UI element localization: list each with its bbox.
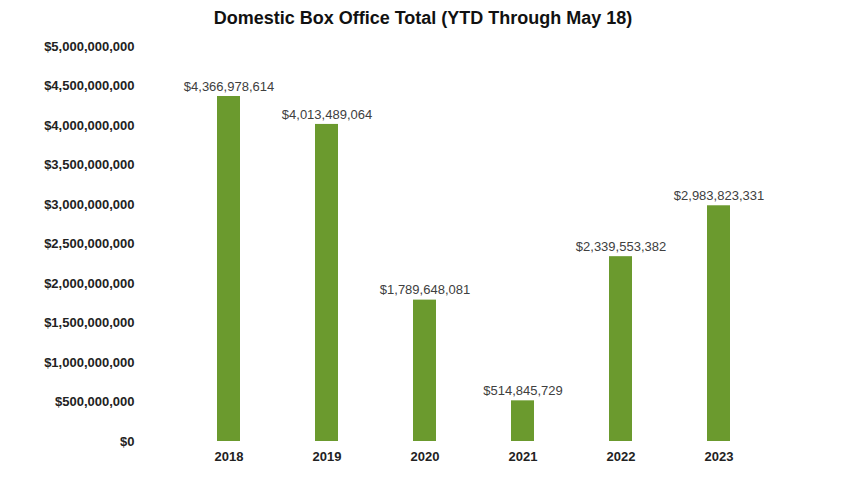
svg-text:$1,500,000,000: $1,500,000,000 (44, 315, 134, 330)
svg-text:$2,500,000,000: $2,500,000,000 (44, 236, 134, 251)
svg-text:$1,789,648,081: $1,789,648,081 (380, 282, 470, 297)
svg-text:$2,983,823,331: $2,983,823,331 (674, 188, 764, 203)
svg-text:2019: 2019 (313, 449, 342, 464)
svg-text:$3,500,000,000: $3,500,000,000 (44, 157, 134, 172)
svg-text:$4,000,000,000: $4,000,000,000 (44, 118, 134, 133)
svg-text:2021: 2021 (509, 449, 538, 464)
svg-text:$5,000,000,000: $5,000,000,000 (44, 39, 134, 54)
svg-text:$4,013,489,064: $4,013,489,064 (282, 107, 372, 122)
svg-text:$2,339,553,382: $2,339,553,382 (576, 239, 666, 254)
svg-text:$4,500,000,000: $4,500,000,000 (44, 78, 134, 93)
svg-text:2020: 2020 (411, 449, 440, 464)
svg-text:$3,000,000,000: $3,000,000,000 (44, 197, 134, 212)
svg-text:$500,000,000: $500,000,000 (55, 394, 135, 409)
svg-text:$4,366,978,614: $4,366,978,614 (184, 79, 274, 94)
svg-text:2023: 2023 (705, 449, 734, 464)
svg-text:$0: $0 (120, 434, 134, 449)
svg-text:$514,845,729: $514,845,729 (483, 383, 563, 398)
svg-text:2018: 2018 (215, 449, 244, 464)
html-text:Domestic Box Office Total (YTD: Domestic Box Office Total (YTD Through M… (213, 8, 633, 28)
svg-text:$2,000,000,000: $2,000,000,000 (44, 276, 134, 291)
svg-text:2022: 2022 (607, 449, 636, 464)
svg-text:$1,000,000,000: $1,000,000,000 (44, 355, 134, 370)
